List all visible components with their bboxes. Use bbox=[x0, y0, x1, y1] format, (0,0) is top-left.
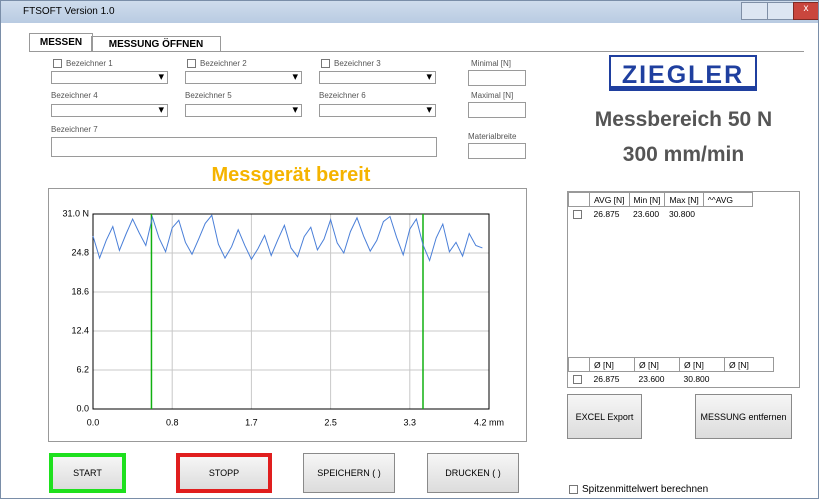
dropdown[interactable] bbox=[51, 103, 168, 117]
results-table: AVG [N] Min [N] Max [N] ^^AVG 26.875 23.600 3… bbox=[568, 192, 753, 220]
y-tick-label: 0.0 bbox=[76, 403, 89, 413]
dropdown[interactable] bbox=[319, 103, 436, 117]
save-button[interactable]: SPEICHERN ( ) bbox=[303, 453, 395, 493]
maximize-button[interactable] bbox=[767, 2, 795, 20]
label: Bezeichner 2 bbox=[200, 59, 247, 68]
x-tick-label: 2.5 bbox=[324, 417, 337, 427]
label: Maximal [N] bbox=[471, 91, 514, 100]
cell: 23.600 bbox=[638, 373, 665, 384]
cell: 30.800 bbox=[683, 373, 710, 384]
logo: ZIEGLER bbox=[609, 55, 757, 91]
header: Ø [N] bbox=[679, 357, 725, 372]
label: Bezeichner 7 bbox=[51, 125, 98, 134]
print-button[interactable]: DRUCKEN ( ) bbox=[427, 453, 519, 493]
results-panel: AVG [N] Min [N] Max [N] ^^AVG 26.875 23.600 3… bbox=[567, 191, 800, 388]
data-line bbox=[92, 214, 483, 263]
cell: 23.600 bbox=[633, 208, 660, 219]
header: ^^AVG bbox=[702, 192, 753, 207]
chart: 0.0 6.2 12.4 18.6 24.8 31.0 N 0.0 0.8 1.7 2.5 3.3 4… bbox=[48, 188, 527, 442]
y-tick-label: 18.6 bbox=[71, 286, 89, 296]
header: AVG [N] bbox=[589, 192, 630, 207]
start-button[interactable]: START bbox=[49, 453, 126, 493]
label: Bezeichner 6 bbox=[319, 91, 366, 100]
label: Bezeichner 5 bbox=[185, 91, 232, 100]
dropdown[interactable] bbox=[319, 70, 436, 84]
dropdown[interactable] bbox=[185, 70, 302, 84]
text-input[interactable] bbox=[468, 143, 526, 159]
header: Min [N] bbox=[628, 192, 666, 207]
y-tick-label: 31.0 N bbox=[62, 208, 89, 218]
header: Ø [N] bbox=[634, 357, 680, 372]
window-title: FTSOFT Version 1.0 bbox=[23, 6, 115, 17]
cell: 26.875 bbox=[593, 208, 620, 219]
close-button[interactable]: x bbox=[793, 2, 818, 20]
text-input[interactable] bbox=[468, 102, 526, 118]
header: Ø [N] bbox=[589, 357, 635, 372]
label: Minimal [N] bbox=[471, 59, 512, 68]
checkbox[interactable]: Bezeichner 1 bbox=[53, 59, 113, 69]
text-input[interactable] bbox=[468, 70, 526, 86]
x-tick-label: 0.0 bbox=[87, 417, 100, 427]
tab[interactable]: MESSUNG ÖFFNEN bbox=[91, 36, 221, 52]
y-tick-label: 12.4 bbox=[71, 325, 89, 335]
summary-table: Ø [N] Ø [N] Ø [N] Ø [N] 26.875 23.600 30.800 bbox=[568, 357, 774, 385]
y-tick-label: 6.2 bbox=[76, 364, 89, 374]
text-input[interactable] bbox=[51, 137, 437, 157]
label: Spitzenmittelwert berechnen bbox=[582, 484, 709, 495]
checkbox[interactable]: Spitzenmittelwert berechnen bbox=[569, 484, 708, 495]
cell: 30.800 bbox=[668, 208, 695, 219]
label: Bezeichner 3 bbox=[334, 59, 381, 68]
x-tick-label: 4.2 mm bbox=[474, 417, 504, 427]
tab-line bbox=[29, 51, 804, 52]
label: Bezeichner 1 bbox=[66, 59, 113, 68]
cell: 26.875 bbox=[593, 373, 620, 384]
plot-frame bbox=[92, 213, 490, 410]
label: Bezeichner 4 bbox=[51, 91, 98, 100]
x-tick-label: 1.7 bbox=[245, 417, 258, 427]
status-text: Messgerät bereit bbox=[211, 164, 371, 186]
stop-button[interactable]: STOPP bbox=[176, 453, 272, 493]
chart-frame bbox=[48, 188, 527, 442]
range-text: Messbereich 50 N bbox=[594, 108, 773, 131]
header: Ø [N] bbox=[724, 357, 774, 372]
dropdown[interactable] bbox=[185, 103, 302, 117]
x-tick-label: 3.3 bbox=[404, 417, 417, 427]
excel-button[interactable]: EXCEL Export bbox=[567, 394, 642, 439]
checkbox[interactable]: Bezeichner 3 bbox=[321, 59, 381, 69]
y-tick-label: 24.8 bbox=[71, 247, 89, 257]
label: Materialbreite bbox=[468, 132, 517, 141]
dropdown[interactable] bbox=[51, 70, 168, 84]
x-tick-label: 0.8 bbox=[166, 417, 179, 427]
remove-button[interactable]: MESSUNG entfernen bbox=[695, 394, 792, 439]
minimize-button[interactable] bbox=[741, 2, 769, 20]
title-bar: FTSOFT Version 1.0 x bbox=[1, 1, 818, 23]
header: Max [N] bbox=[664, 192, 704, 207]
checkbox[interactable]: Bezeichner 2 bbox=[187, 59, 247, 69]
speed-text: 300 mm/min bbox=[622, 143, 745, 166]
tab[interactable]: MESSEN bbox=[29, 33, 93, 52]
